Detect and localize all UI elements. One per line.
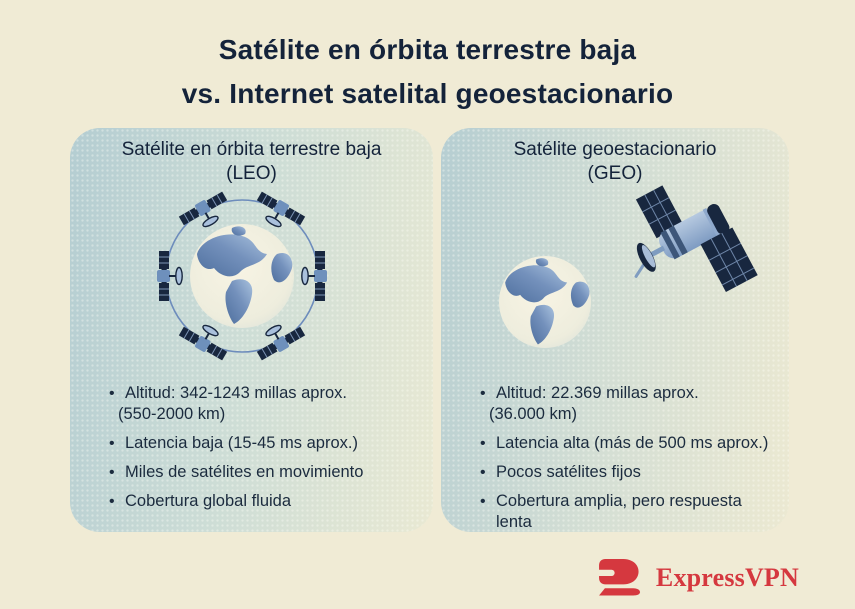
dish-antenna-icon [634, 242, 666, 278]
bullet-subtext: (36.000 km) [489, 405, 578, 423]
geo-heading-text: Satélite geoestacionario [513, 139, 717, 160]
bullet-text: Cobertura global fluida [125, 492, 292, 510]
bullet-text: Latencia alta (más de 500 ms aprox.) [496, 434, 769, 452]
page-title-line2: vs. Internet satelital geoestacionario [181, 78, 674, 109]
list-item: Altitud: 22.369 millas aprox. (36.000 km… [479, 383, 777, 425]
solar-panel-icon [635, 185, 684, 239]
list-item: Miles de satélites en movimiento [108, 462, 421, 483]
satellite-icon [156, 250, 184, 302]
geo-earth-satellite-illustration [499, 185, 758, 348]
bullet-text: Latencia baja (15-45 ms aprox.) [125, 434, 358, 452]
expressvpn-logo-icon [597, 558, 640, 596]
brand-logo: ExpressVPN [597, 558, 799, 597]
bullet-text: Altitud: 22.369 millas aprox. [496, 384, 699, 402]
list-item: Altitud: 342-1243 millas aprox. (550-200… [108, 383, 421, 425]
solar-panel-icon [700, 227, 758, 293]
list-item: Cobertura amplia, pero respuesta lenta [479, 491, 777, 532]
leo-code-text: (LEO) [226, 163, 277, 184]
list-item: Cobertura global fluida [108, 491, 421, 512]
leo-bullet-list: Altitud: 342-1243 millas aprox. (550-200… [108, 383, 421, 520]
list-item: Latencia baja (15-45 ms aprox.) [108, 433, 421, 454]
list-item: Latencia alta (más de 500 ms aprox.) [479, 433, 777, 454]
geo-code-text: (GEO) [587, 163, 643, 184]
satellite-icon [300, 250, 328, 302]
leo-card: Satélite en órbita terrestre baja (LEO) [70, 128, 433, 532]
page-title-line1: Satélite en órbita terrestre baja [218, 34, 637, 65]
geostationary-satellite-icon [634, 185, 758, 293]
brand-wordmark: ExpressVPN [655, 562, 799, 592]
bullet-text: Miles de satélites en movimiento [125, 463, 364, 481]
bullet-text: Altitud: 342-1243 millas aprox. [125, 384, 347, 402]
leo-heading-text: Satélite en órbita terrestre baja [121, 139, 382, 160]
leo-card-heading: Satélite en órbita terrestre baja (LEO) [70, 138, 433, 186]
earth-icon [190, 224, 294, 328]
geo-card-heading: Satélite geoestacionario (GEO) [441, 138, 789, 186]
bullet-text: Pocos satélites fijos [496, 463, 641, 481]
geo-bullet-list: Altitud: 22.369 millas aprox. (36.000 km… [479, 383, 777, 532]
earth-icon [499, 256, 591, 348]
geo-card: Satélite geoestacionario (GEO) [441, 128, 789, 532]
bullet-subtext: (550-2000 km) [118, 405, 226, 423]
list-item: Pocos satélites fijos [479, 462, 777, 483]
bullet-text: Cobertura amplia, pero respuesta lenta [496, 492, 742, 531]
leo-earth-orbit-illustration [156, 188, 328, 364]
page-title: Satélite en órbita terrestre baja vs. In… [0, 28, 855, 116]
